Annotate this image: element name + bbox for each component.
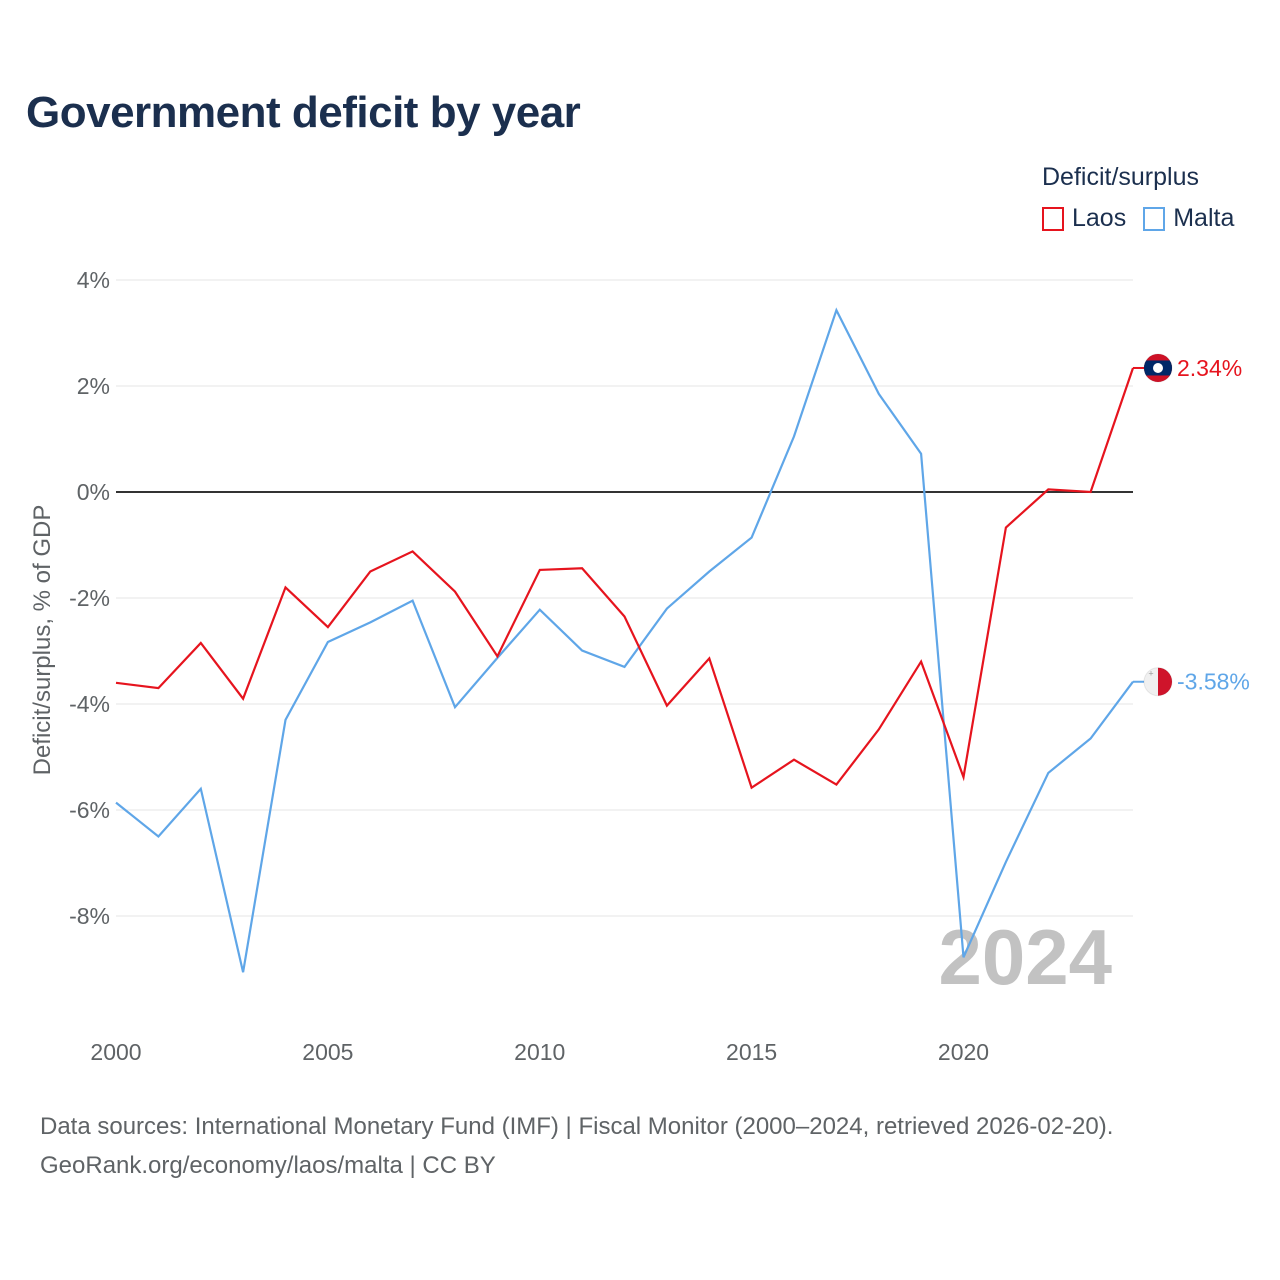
y-tick-label: -2% [69, 585, 110, 611]
legend-item-laos[interactable]: Laos [1042, 204, 1126, 233]
legend: Laos Malta [1042, 204, 1251, 233]
series-line-laos [115, 367, 1135, 790]
y-tick-label: -6% [69, 797, 110, 823]
x-tick-label: 2020 [938, 1039, 989, 1065]
x-tick-label: 2010 [514, 1039, 565, 1065]
y-tick-label: 2% [77, 373, 110, 399]
end-value-label-laos: 2.34% [1177, 355, 1242, 381]
x-tick-label: 2000 [90, 1039, 141, 1065]
source-line: Data sources: International Monetary Fun… [40, 1113, 1114, 1140]
series-line-malta [115, 307, 1134, 973]
year-watermark: 2024 [938, 913, 1112, 1001]
y-tick-label: 0% [77, 479, 110, 505]
legend-swatch-malta [1143, 206, 1166, 231]
end-value-label-malta: -3.58% [1177, 669, 1250, 695]
svg-text:+: + [1148, 669, 1153, 679]
legend-title: Deficit/surplus [1042, 163, 1199, 191]
x-tick-label: 2005 [302, 1039, 353, 1065]
legend-item-malta[interactable]: Malta [1143, 204, 1234, 233]
laos-flag-icon [1143, 353, 1173, 383]
source-link[interactable]: GeoRank.org/economy/laos/malta | CC BY [40, 1152, 496, 1179]
legend-label-malta: Malta [1173, 204, 1235, 232]
chart-title: Government deficit by year [26, 88, 581, 137]
line-chart: 4% 2% 0% -2% -4% -6% -8% 2024 2000 2005 2010 2015 20… [29, 267, 1250, 1065]
malta-flag-icon: + [1143, 667, 1173, 697]
legend-swatch-laos [1042, 206, 1064, 231]
legend-label-laos: Laos [1072, 204, 1127, 232]
y-tick-label: -8% [69, 903, 110, 929]
y-axis-label: Deficit/surplus, % of GDP [29, 505, 56, 776]
y-tick-label: 4% [77, 267, 110, 293]
x-tick-label: 2015 [726, 1039, 777, 1065]
source-note: Data sources: International Monetary Fun… [40, 1107, 1113, 1185]
y-tick-label: -4% [69, 691, 110, 717]
